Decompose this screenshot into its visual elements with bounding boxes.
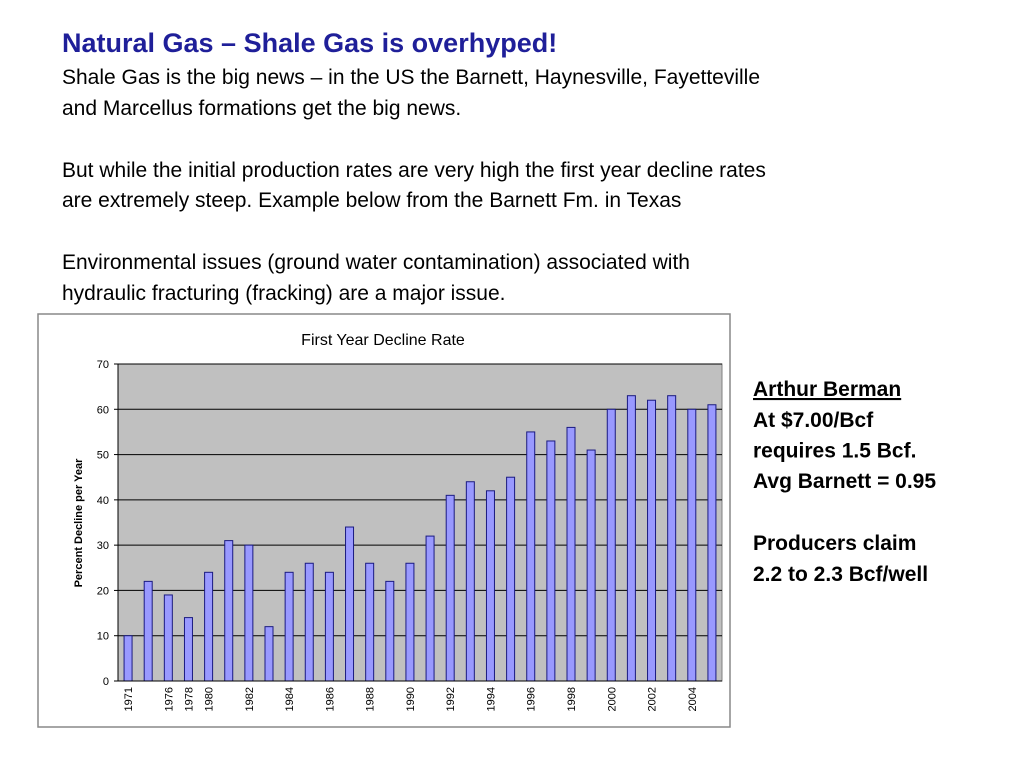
- body-text: hydraulic fracturing (fracking) are a ma…: [62, 282, 506, 305]
- bar: [485, 490, 495, 682]
- x-tick-label: 1992: [445, 687, 457, 711]
- x-tick-label: 1978: [183, 687, 195, 711]
- x-tick-label: 2002: [647, 687, 659, 711]
- bar: [405, 562, 415, 682]
- bar: [324, 571, 334, 682]
- bar: [123, 635, 133, 682]
- bar: [385, 580, 395, 682]
- x-tick-label: 1990: [405, 687, 417, 711]
- x-tick-label: 1988: [365, 687, 377, 711]
- bar: [586, 449, 596, 682]
- y-tick-label: 10: [97, 631, 109, 643]
- slide-title: Natural Gas – Shale Gas is overhyped!: [62, 28, 557, 58]
- bar: [687, 408, 697, 682]
- x-tick-label: 1980: [204, 687, 216, 711]
- bar: [244, 544, 254, 682]
- bar: [566, 426, 576, 682]
- y-tick-label: 50: [97, 450, 109, 462]
- x-tick-label: 1994: [485, 687, 497, 711]
- x-tick-label: 1984: [284, 687, 296, 711]
- x-tick-label: 1996: [526, 687, 538, 711]
- x-tick-label: 1986: [324, 687, 336, 711]
- bar: [707, 404, 717, 682]
- bar: [345, 526, 355, 682]
- body-text: and Marcellus formations get the big new…: [62, 97, 461, 120]
- chart-title: First Year Decline Rate: [301, 332, 465, 349]
- bar: [183, 617, 193, 682]
- bar: [143, 580, 153, 682]
- bar: [224, 540, 234, 682]
- note-text: requires 1.5 Bcf.: [753, 440, 916, 463]
- y-axis-label: Percent Decline per Year: [73, 458, 85, 588]
- bar: [264, 626, 274, 682]
- bar: [506, 476, 516, 682]
- bar: [667, 395, 677, 682]
- body-text: Shale Gas is the big news – in the US th…: [62, 66, 760, 89]
- bar: [425, 535, 435, 682]
- bar: [304, 562, 314, 682]
- bar: [445, 494, 455, 682]
- note-text: Producers claim: [753, 532, 916, 555]
- note-text: Avg Barnett = 0.95: [753, 470, 936, 493]
- bar: [626, 395, 636, 682]
- y-tick-label: 0: [103, 676, 109, 688]
- x-tick-label: 1998: [566, 687, 578, 711]
- bar: [526, 431, 536, 682]
- bar: [647, 399, 657, 682]
- y-tick-label: 40: [97, 495, 109, 507]
- x-tick-label: 1971: [123, 687, 135, 711]
- bar: [606, 408, 616, 682]
- bar: [546, 440, 556, 682]
- plot-area: [117, 363, 723, 682]
- bar: [204, 571, 214, 682]
- x-tick-label: 2004: [687, 687, 699, 711]
- bar: [365, 562, 375, 682]
- y-tick-label: 60: [97, 404, 109, 416]
- bar: [284, 571, 294, 682]
- body-text: Environmental issues (ground water conta…: [62, 251, 690, 274]
- bar: [465, 481, 475, 682]
- y-tick-label: 70: [97, 359, 109, 371]
- bar: [163, 594, 173, 682]
- body-text: But while the initial production rates a…: [62, 159, 766, 182]
- note-heading: Arthur Berman: [753, 378, 901, 401]
- x-tick-label: 1976: [163, 687, 175, 711]
- x-tick-label: 2000: [606, 687, 618, 711]
- x-tick-label: 1982: [244, 687, 256, 711]
- body-text: are extremely steep. Example below from …: [62, 189, 681, 212]
- note-text: 2.2 to 2.3 Bcf/well: [753, 563, 928, 586]
- y-tick-label: 20: [97, 585, 109, 597]
- note-text: At $7.00/Bcf: [753, 409, 874, 432]
- y-tick-label: 30: [97, 540, 109, 552]
